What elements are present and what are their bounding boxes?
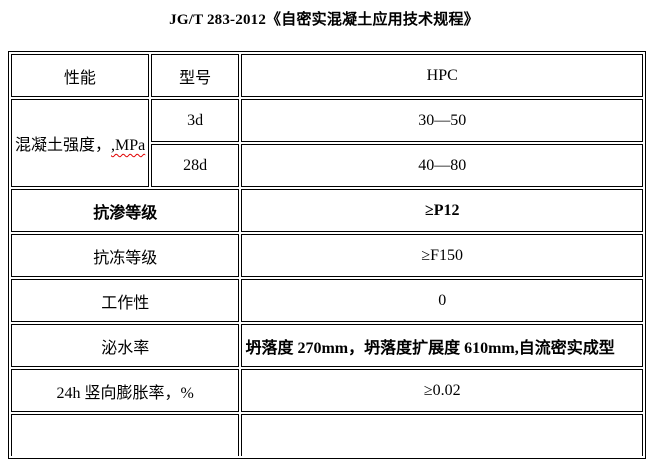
- table-row-strength-28d: 28d 40—80: [11, 144, 643, 187]
- header-cell-property: 性能: [11, 54, 149, 97]
- strength-unit-spellcheck: ,MPa: [111, 137, 146, 154]
- cell-expansion-value: ≥0.02: [241, 369, 643, 412]
- cell-age-3d: 3d: [150, 99, 240, 142]
- cell-frost-value: ≥F150: [241, 234, 643, 277]
- table-row-frost-resistance: 抗冻等级 ≥F150: [11, 234, 643, 277]
- spec-table: 性能 型号 HPC 混凝土强度，,MPa 3d 30—50 28d 40—80 …: [8, 51, 646, 459]
- cell-impermeability-value: ≥P12: [241, 189, 643, 232]
- document-page: { "doc": { "title": "JG/T 283-2012《自密实混凝…: [0, 8, 648, 459]
- cell-age-28d: 28d: [150, 144, 240, 187]
- table-row-strength-3d: 混凝土强度，,MPa 3d 30—50: [11, 99, 643, 187]
- table-row-expansion: 24h 竖向膨胀率，% ≥0.02: [11, 369, 643, 412]
- strength-label-text: 混凝土强度，: [15, 137, 112, 154]
- cell-partial-value: [241, 414, 643, 456]
- header-cell-hpc: HPC: [241, 54, 643, 97]
- cell-value-28d: 40—80: [241, 144, 643, 187]
- cell-value-3d: 30—50: [241, 99, 643, 142]
- table-row-partial: [11, 414, 643, 456]
- cell-bleeding-label: 泌水率: [11, 324, 240, 367]
- table-row-bleeding-rate: 泌水率 坍落度 270mm，坍落度扩展度 610mm,自流密实成型: [11, 324, 643, 367]
- cell-partial-label: [11, 414, 240, 456]
- table-row-impermeability: 抗渗等级 ≥P12: [11, 189, 643, 232]
- table-row-workability: 工作性 0: [11, 279, 643, 322]
- table-row-header: 性能 型号 HPC: [11, 54, 643, 97]
- document-title: JG/T 283-2012《自密实混凝土应用技术规程》: [169, 12, 479, 28]
- cell-impermeability-label: 抗渗等级: [11, 189, 240, 232]
- cell-frost-label: 抗冻等级: [11, 234, 240, 277]
- cell-concrete-strength-label: 混凝土强度，,MPa: [11, 99, 149, 187]
- cell-bleeding-value: 坍落度 270mm，坍落度扩展度 610mm,自流密实成型: [241, 324, 643, 367]
- cell-workability-value: 0: [241, 279, 643, 322]
- cell-expansion-label: 24h 竖向膨胀率，%: [11, 369, 240, 412]
- header-cell-model: 型号: [150, 54, 240, 97]
- cell-workability-label: 工作性: [11, 279, 240, 322]
